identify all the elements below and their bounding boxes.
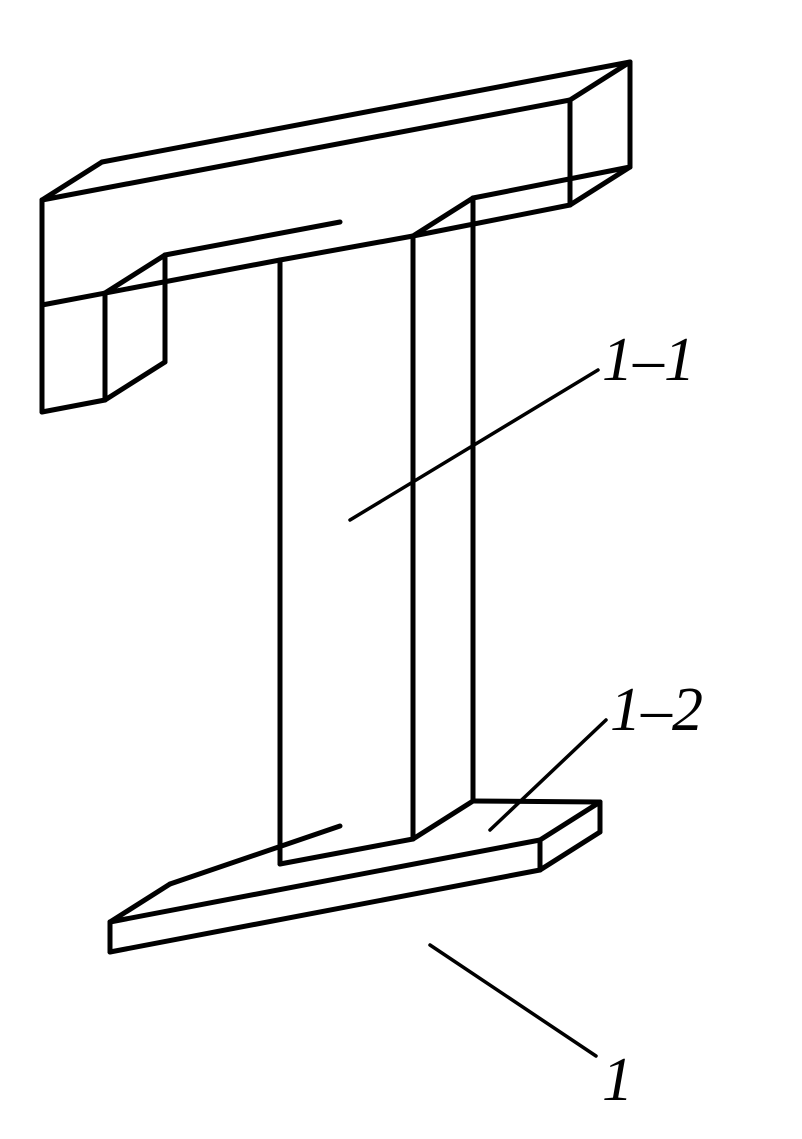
base-top-right-depth xyxy=(540,802,600,840)
column-base-front xyxy=(280,839,413,864)
left-stub-bottom-depth xyxy=(105,362,165,400)
label-1: 1 xyxy=(602,1046,633,1114)
topbar-back-top xyxy=(102,62,630,162)
base-right-bottom-depth xyxy=(540,832,600,870)
base-top-back-right-seg xyxy=(473,801,600,802)
topbar-front-bot-left-seg xyxy=(42,260,280,305)
column-base-right-depth xyxy=(413,801,473,839)
leader-l_1_2 xyxy=(490,720,606,830)
topbar-under-left-seg xyxy=(165,222,340,255)
label-1-2: 1–2 xyxy=(610,676,703,744)
leader-l_1 xyxy=(430,945,596,1056)
topbar-front-top xyxy=(42,100,570,200)
column-top-front xyxy=(280,236,413,260)
label-1-1: 1–1 xyxy=(602,326,695,394)
left-stub-front-bottom xyxy=(42,400,105,412)
